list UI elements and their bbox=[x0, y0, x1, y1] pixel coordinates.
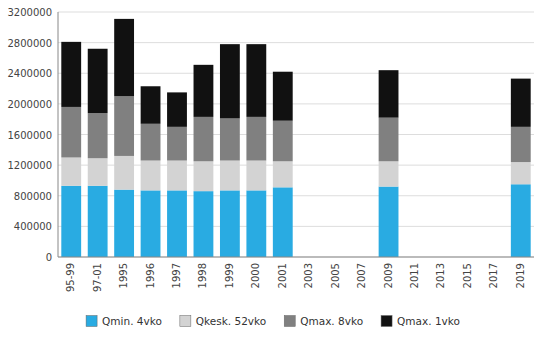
legend-item: Qmax. 8vko bbox=[284, 315, 363, 327]
bar-segment bbox=[141, 124, 161, 161]
x-tick-label: 2011 bbox=[409, 263, 420, 288]
legend-label: Qmin. 4vko bbox=[102, 315, 162, 327]
bar-segment bbox=[61, 42, 81, 107]
grid-line bbox=[58, 12, 534, 13]
x-tick-label: 2009 bbox=[383, 263, 394, 288]
bar-segment bbox=[141, 190, 161, 257]
legend-item: Qkesk. 52vko bbox=[180, 315, 266, 327]
bar-segment bbox=[273, 187, 293, 257]
bar-segment bbox=[246, 117, 266, 161]
bar-segment bbox=[167, 190, 187, 257]
x-tick-label: 2017 bbox=[488, 263, 499, 288]
legend-swatch bbox=[180, 316, 191, 327]
legend-label: Qmax. 8vko bbox=[300, 315, 363, 327]
y-tick-label: 1600000 bbox=[7, 130, 52, 141]
bars bbox=[61, 19, 530, 257]
y-tick-label: 3200000 bbox=[7, 7, 52, 18]
x-tick-label: 2007 bbox=[356, 263, 367, 288]
x-axis: 95-99 97-01 1995 1996 1997 1998 1999 2000 2001 20… bbox=[58, 257, 534, 292]
grid-line bbox=[58, 257, 534, 258]
legend-swatch bbox=[86, 316, 97, 327]
y-tick-label: 2000000 bbox=[7, 99, 52, 110]
legend: Qmin. 4vko Qkesk. 52vko Qmax. 8vko Qmax. 1v… bbox=[86, 315, 460, 327]
bar-segment bbox=[194, 65, 214, 117]
bar-segment bbox=[194, 117, 214, 161]
grid bbox=[58, 12, 534, 257]
x-tick-label: 95-99 bbox=[65, 263, 76, 292]
bar-segment bbox=[220, 190, 240, 257]
legend-label: Qkesk. 52vko bbox=[196, 315, 266, 327]
bar-segment bbox=[220, 44, 240, 118]
bar-segment bbox=[167, 92, 187, 126]
bar-segment bbox=[114, 96, 134, 156]
chart: 0 400000 800000 1200000 1600000 2000000 240000… bbox=[0, 0, 546, 339]
legend-label: Qmax. 1vko bbox=[397, 315, 460, 327]
bar-segment bbox=[273, 161, 293, 187]
bar-segment bbox=[141, 161, 161, 191]
x-tick-label: 1996 bbox=[145, 263, 156, 288]
bar-segment bbox=[114, 190, 134, 257]
legend-item: Qmax. 1vko bbox=[381, 315, 460, 327]
x-tick-label: 1995 bbox=[118, 263, 129, 288]
bar-segment bbox=[61, 107, 81, 158]
bar-segment bbox=[379, 161, 399, 186]
bar-segment bbox=[511, 162, 531, 184]
x-tick-label: 2005 bbox=[330, 263, 341, 288]
bar-segment bbox=[511, 184, 531, 257]
x-tick-label: 1999 bbox=[224, 263, 235, 288]
x-tick-label: 2015 bbox=[462, 263, 473, 288]
bar-segment bbox=[88, 158, 108, 186]
legend-swatch bbox=[381, 316, 392, 327]
bar-segment bbox=[141, 86, 161, 124]
x-tick-label: 2019 bbox=[515, 263, 526, 288]
bar-segment bbox=[511, 127, 531, 162]
y-tick-label: 800000 bbox=[14, 191, 52, 202]
bar-segment bbox=[273, 121, 293, 162]
x-axis-line bbox=[58, 257, 534, 258]
bar-segment bbox=[61, 157, 81, 185]
bar-segment bbox=[220, 161, 240, 191]
legend-item: Qmin. 4vko bbox=[86, 315, 162, 327]
bar-segment bbox=[379, 187, 399, 257]
x-tick-label: 2003 bbox=[303, 263, 314, 288]
x-tick-label: 2013 bbox=[435, 263, 446, 288]
x-tick-label: 1998 bbox=[197, 263, 208, 288]
bar-segment bbox=[246, 190, 266, 257]
bar-segment bbox=[194, 191, 214, 257]
y-tick-label: 2800000 bbox=[7, 38, 52, 49]
bar-segment bbox=[167, 161, 187, 191]
y-tick-label: 0 bbox=[46, 252, 52, 263]
bar-segment bbox=[88, 113, 108, 158]
bar-segment bbox=[167, 127, 187, 161]
bar-segment bbox=[379, 118, 399, 162]
bar-segment bbox=[511, 79, 531, 127]
x-tick-label: 1997 bbox=[171, 263, 182, 288]
x-tick-label: 2000 bbox=[250, 263, 261, 288]
bar-segment bbox=[246, 161, 266, 191]
bar-segment bbox=[88, 186, 108, 257]
bar-segment bbox=[114, 19, 134, 96]
bar-segment bbox=[61, 186, 81, 257]
bar-segment bbox=[114, 156, 134, 190]
bar-segment bbox=[88, 49, 108, 113]
y-axis-line bbox=[58, 12, 59, 257]
y-axis: 0 400000 800000 1200000 1600000 2000000 240000… bbox=[7, 7, 58, 263]
x-tick-label: 2001 bbox=[277, 263, 288, 288]
legend-swatch bbox=[284, 316, 295, 327]
bar-segment bbox=[379, 70, 399, 117]
y-tick-label: 2400000 bbox=[7, 68, 52, 79]
bar-segment bbox=[220, 118, 240, 160]
bar-segment bbox=[246, 44, 266, 117]
x-tick-label: 97-01 bbox=[92, 263, 103, 292]
y-tick-label: 1200000 bbox=[7, 160, 52, 171]
bar-segment bbox=[273, 72, 293, 121]
y-tick-label: 400000 bbox=[14, 221, 52, 232]
bar-segment bbox=[194, 161, 214, 191]
